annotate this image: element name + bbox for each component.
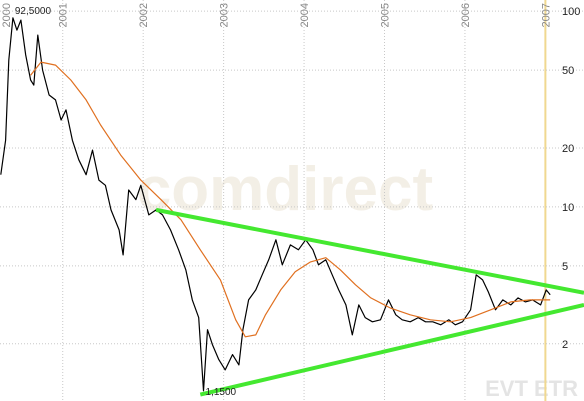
annotation: 92,5000: [15, 6, 52, 17]
annotation: 1,1500: [206, 387, 237, 398]
x-tick-label: 2005: [380, 3, 392, 27]
x-tick-label: 2003: [219, 3, 231, 27]
series-line: [0, 17, 551, 392]
instrument-label: EVT ETR: [485, 376, 578, 401]
x-tick-label: 2007: [540, 3, 552, 27]
y-tick-label: 2: [562, 339, 568, 351]
x-tick-label: 2004: [299, 3, 311, 27]
series-line: [155, 207, 584, 295]
x-tick-label: 2006: [460, 3, 472, 27]
y-tick-label: 20: [562, 143, 574, 155]
x-tick-label: 2000: [1, 3, 13, 27]
y-tick-label: 100: [562, 6, 580, 18]
series-line: [199, 302, 584, 397]
series-line: [30, 61, 551, 338]
y-tick-label: 10: [562, 202, 574, 214]
y-tick-label: 50: [562, 65, 574, 77]
watermark: comdirect: [137, 155, 433, 224]
x-tick-label: 2001: [58, 3, 70, 27]
x-tick-label: 2002: [138, 3, 150, 27]
y-tick-label: 5: [562, 261, 568, 273]
